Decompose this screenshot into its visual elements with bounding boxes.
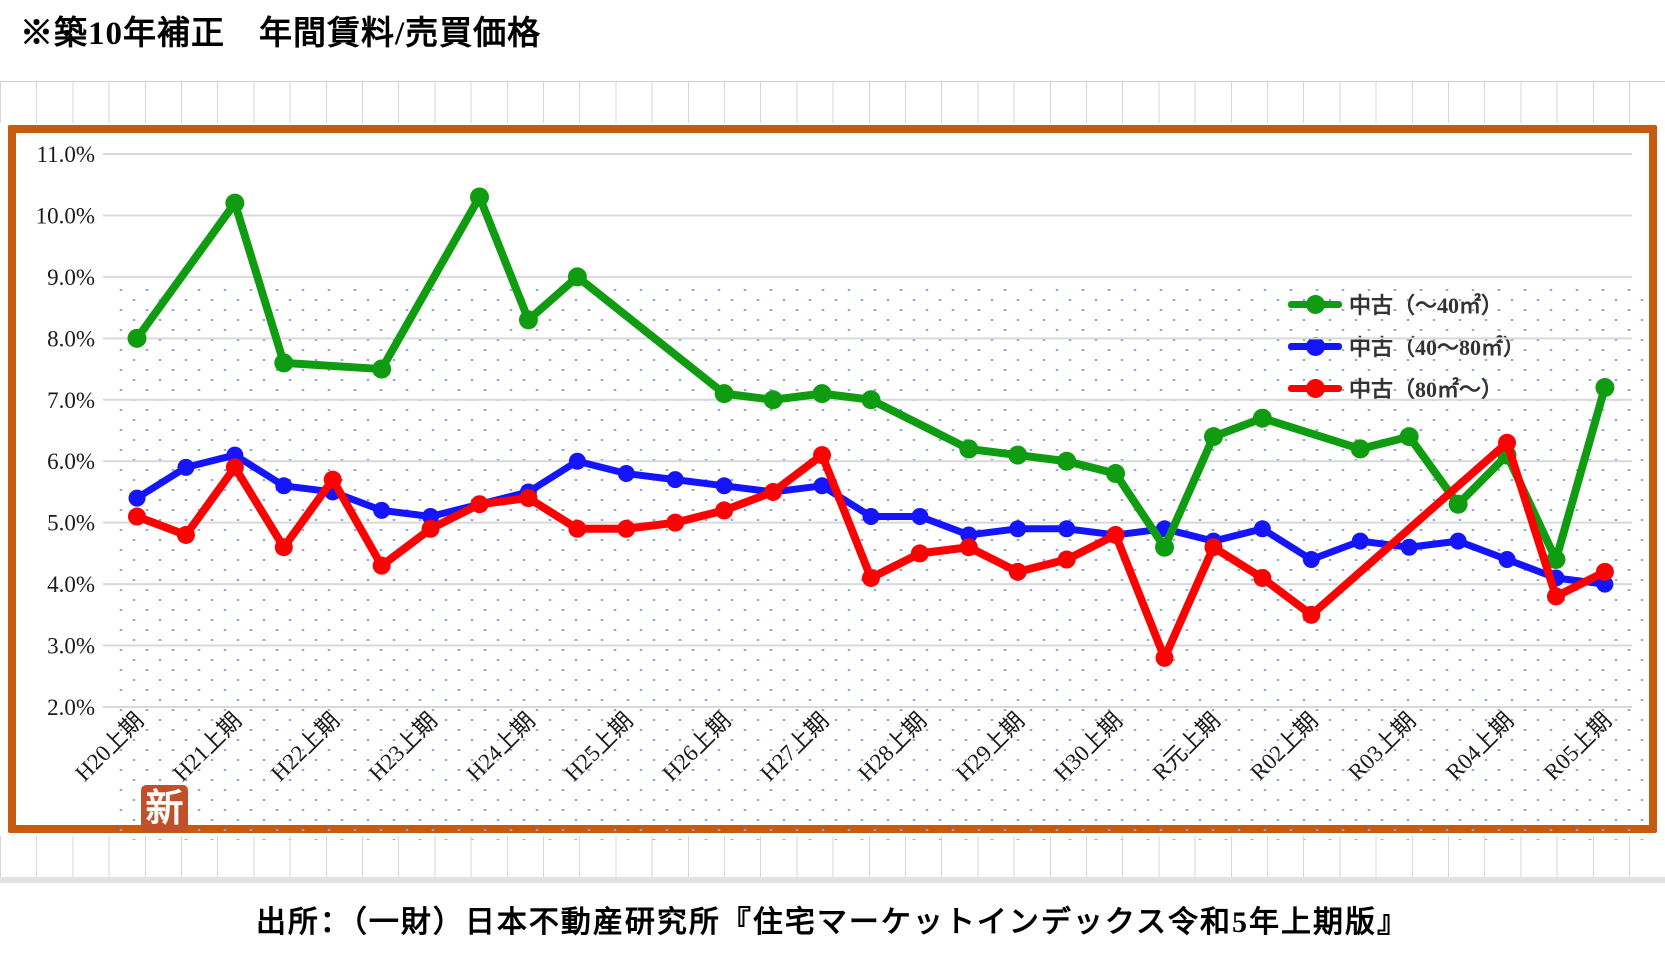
svg-text:H28上期: H28上期 [853, 708, 931, 786]
spreadsheet-gridlines-top [0, 81, 1665, 123]
svg-text:10.0%: 10.0% [36, 203, 95, 228]
svg-text:2.0%: 2.0% [47, 695, 95, 720]
svg-text:H26上期: H26上期 [657, 708, 735, 786]
svg-text:4.0%: 4.0% [47, 572, 95, 597]
legend-item-used-under40: 中古（～40㎡） [1288, 283, 1525, 325]
svg-text:H23上期: H23上期 [364, 708, 442, 786]
legend-marker-blue-icon [1288, 336, 1342, 356]
svg-text:R03上期: R03上期 [1343, 708, 1420, 785]
svg-text:H21上期: H21上期 [168, 708, 246, 786]
legend-item-used-over80: 中古（80㎡～） [1288, 367, 1525, 409]
svg-text:H30上期: H30上期 [1049, 708, 1127, 786]
source-citation: 出所：（一財）日本不動産研究所『住宅マーケットインデックス令和5年上期版』 [255, 906, 1410, 939]
svg-text:H25上期: H25上期 [560, 708, 638, 786]
svg-text:H29上期: H29上期 [951, 708, 1029, 786]
legend-marker-red-icon [1288, 378, 1342, 398]
svg-text:5.0%: 5.0% [47, 511, 95, 536]
legend-label: 中古（～40㎡） [1349, 293, 1504, 318]
new-stamp-icon: 新 [141, 785, 188, 832]
svg-text:R02上期: R02上期 [1246, 708, 1323, 785]
svg-text:11.0%: 11.0% [36, 142, 95, 167]
svg-text:3.0%: 3.0% [47, 634, 95, 659]
svg-text:R05上期: R05上期 [1539, 708, 1616, 785]
svg-text:7.0%: 7.0% [47, 388, 95, 413]
svg-text:H27上期: H27上期 [755, 708, 833, 786]
legend-marker-green-icon [1288, 294, 1342, 314]
page-title: ※築10年補正 年間賃料/売買価格 [20, 16, 542, 52]
svg-text:R元上期: R元上期 [1148, 708, 1225, 785]
row-divider [0, 877, 1665, 883]
svg-text:H24上期: H24上期 [462, 708, 540, 786]
svg-text:R04上期: R04上期 [1441, 708, 1518, 785]
svg-text:8.0%: 8.0% [47, 326, 95, 351]
chart-legend: 中古（～40㎡） 中古（40～80㎡） 中古（80㎡～） [1288, 283, 1525, 409]
svg-text:6.0%: 6.0% [47, 449, 95, 474]
svg-text:9.0%: 9.0% [47, 265, 95, 290]
spreadsheet-gridlines-bottom [0, 836, 1665, 877]
svg-text:H22上期: H22上期 [266, 708, 344, 786]
legend-label: 中古（80㎡～） [1349, 377, 1504, 402]
